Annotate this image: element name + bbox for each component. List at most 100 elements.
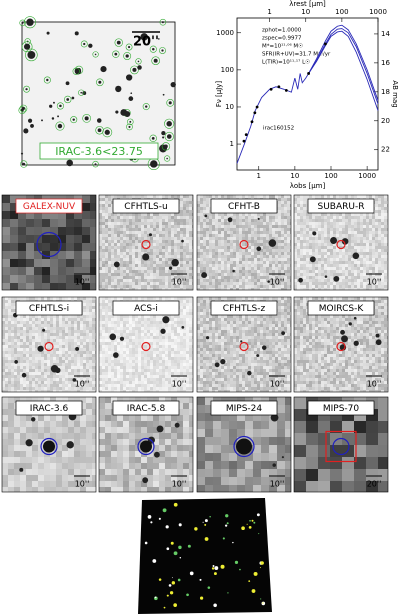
star — [74, 67, 82, 75]
pixel — [62, 363, 65, 366]
pixel — [95, 333, 96, 336]
pixel — [95, 303, 96, 306]
pixel — [306, 288, 309, 290]
pixel — [111, 267, 114, 270]
pixel — [62, 378, 65, 381]
pixel — [266, 267, 269, 270]
pixel — [135, 270, 138, 273]
pixel — [303, 243, 306, 246]
pixel — [171, 258, 174, 261]
pixel — [294, 264, 297, 267]
pixel — [306, 225, 309, 228]
pixel — [77, 342, 80, 345]
pixel — [287, 246, 290, 249]
pixel — [95, 351, 96, 354]
pixel — [120, 234, 123, 237]
pixel — [2, 363, 5, 366]
pixel — [327, 234, 330, 237]
pixel — [189, 276, 192, 279]
pixel — [327, 270, 330, 273]
pixel — [215, 267, 218, 270]
pixel — [224, 279, 227, 282]
pixel — [224, 231, 227, 234]
pixel — [242, 219, 245, 222]
pixel — [239, 282, 242, 285]
pixel — [156, 255, 159, 258]
pixel — [245, 279, 248, 282]
pixel — [327, 222, 330, 225]
pixel — [35, 321, 38, 324]
pixel — [129, 270, 132, 273]
star — [88, 43, 93, 48]
pixel — [58, 251, 66, 259]
pixel — [50, 318, 53, 321]
pixel — [53, 351, 56, 354]
pixel — [8, 309, 11, 312]
pixel — [384, 207, 387, 210]
pixel — [132, 324, 135, 327]
pixel — [111, 228, 114, 231]
pixel — [245, 270, 248, 273]
pixel — [44, 381, 47, 384]
pixel — [318, 252, 321, 255]
pixel — [227, 282, 230, 285]
pixel — [375, 243, 378, 246]
pixel — [387, 252, 388, 255]
pixel — [159, 288, 162, 290]
pixel — [47, 318, 50, 321]
pixel — [233, 264, 236, 267]
pixel — [303, 240, 306, 243]
pixel — [126, 297, 129, 300]
pixel — [387, 276, 388, 279]
pixel — [339, 288, 342, 290]
pixel — [227, 237, 230, 240]
pixel — [294, 234, 297, 237]
pixel — [360, 258, 363, 261]
pixel — [74, 351, 77, 354]
pixel — [306, 216, 309, 219]
pixel — [339, 243, 342, 246]
pixel — [71, 351, 74, 354]
pixel — [8, 369, 11, 372]
pixel — [159, 252, 162, 255]
pixel — [378, 267, 381, 270]
pixel — [8, 312, 11, 315]
star — [65, 81, 70, 86]
pixel — [366, 270, 369, 273]
y2-tick-label: 18 — [381, 88, 390, 96]
pixel — [233, 279, 236, 282]
pixel — [32, 390, 35, 392]
pixel — [309, 234, 312, 237]
pixel — [387, 273, 388, 276]
pixel — [266, 252, 269, 255]
pixel — [227, 243, 230, 246]
photometry-point — [307, 72, 311, 75]
pixel — [105, 195, 108, 198]
pixel — [50, 333, 53, 336]
pixel — [59, 321, 62, 324]
pixel — [89, 390, 92, 392]
pixel — [53, 363, 56, 366]
pixel — [327, 282, 330, 285]
pixel — [111, 213, 114, 216]
pixel — [260, 255, 263, 258]
pixel — [221, 237, 224, 240]
pixel — [153, 216, 156, 219]
pixel — [384, 255, 387, 258]
pixel — [303, 267, 306, 270]
pixel — [315, 234, 318, 237]
pixel — [260, 243, 263, 246]
source — [341, 238, 349, 245]
pixel — [11, 363, 14, 366]
pixel — [156, 324, 159, 327]
pixel — [74, 339, 77, 342]
pixel — [189, 303, 192, 306]
pixel — [77, 330, 80, 333]
pixel — [348, 282, 351, 285]
pixel — [375, 216, 378, 219]
pixel — [123, 216, 126, 219]
pixel — [290, 252, 291, 255]
pixel — [269, 288, 272, 290]
pixel — [92, 378, 95, 381]
pixel — [162, 249, 165, 252]
